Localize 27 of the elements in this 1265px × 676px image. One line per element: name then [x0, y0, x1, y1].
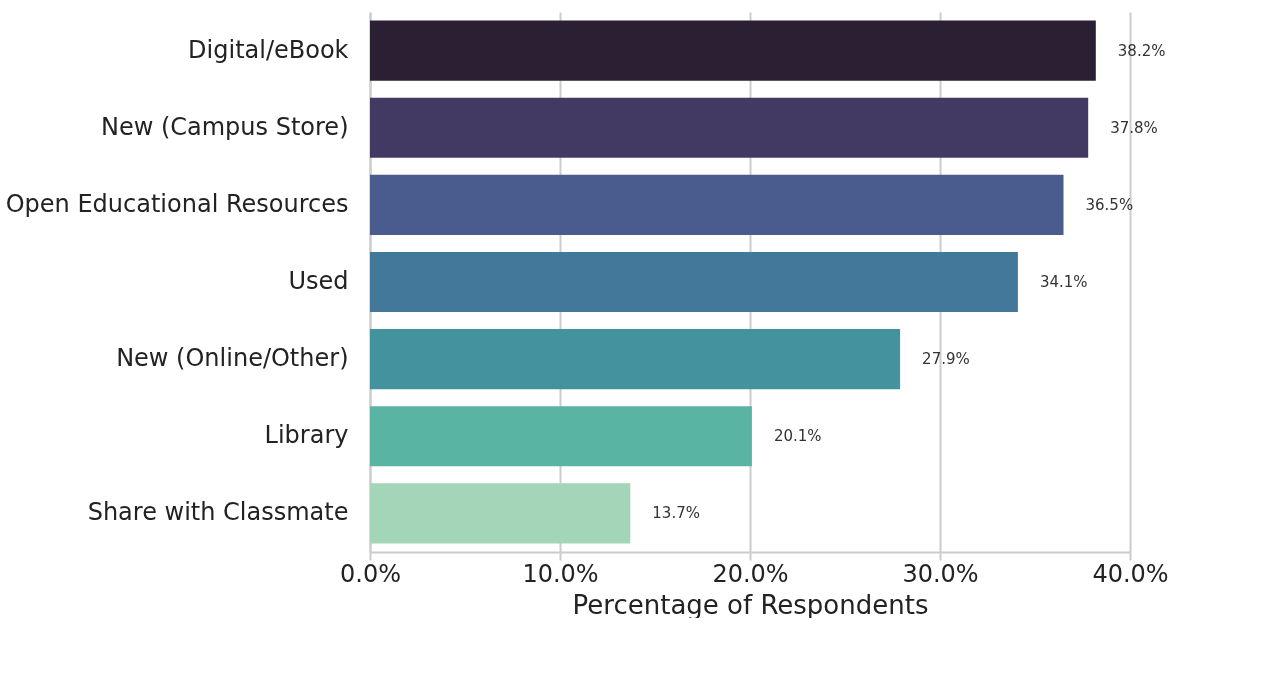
bar: [370, 97, 1089, 158]
data-label: 36.5%: [1085, 195, 1134, 214]
bar: [370, 483, 631, 544]
bar: [370, 251, 1018, 313]
x-tick-label: 40.0%: [1092, 559, 1169, 588]
data-label: 13.7%: [652, 504, 700, 523]
bar: [370, 174, 1064, 235]
bar: [370, 406, 752, 467]
y-tick-label: Digital/eBook: [188, 35, 349, 64]
data-label: 37.8%: [1110, 118, 1158, 137]
data-label: 20.1%: [773, 427, 822, 446]
y-tick-label: Library: [264, 421, 349, 450]
x-tick-label: 30.0%: [902, 559, 979, 588]
bar: [370, 20, 1096, 81]
x-axis-title: Percentage of Respondents: [572, 589, 929, 620]
y-tick-label: New (Online/Other): [116, 344, 349, 373]
x-tick-label: 0.0%: [340, 559, 401, 588]
y-tick-label: Share with Classmate: [87, 498, 349, 527]
data-label: 34.1%: [1039, 273, 1088, 291]
y-tick-label: Open Educational Resources: [5, 189, 349, 218]
y-tick-label: Used: [288, 267, 349, 295]
y-tick-label: New (Campus Store): [100, 112, 349, 141]
data-label: 27.9%: [922, 350, 970, 369]
bar: [370, 329, 901, 390]
x-tick-label: 20.0%: [712, 559, 789, 588]
x-tick-label: 10.0%: [522, 559, 599, 588]
data-label: 38.2%: [1117, 41, 1166, 60]
